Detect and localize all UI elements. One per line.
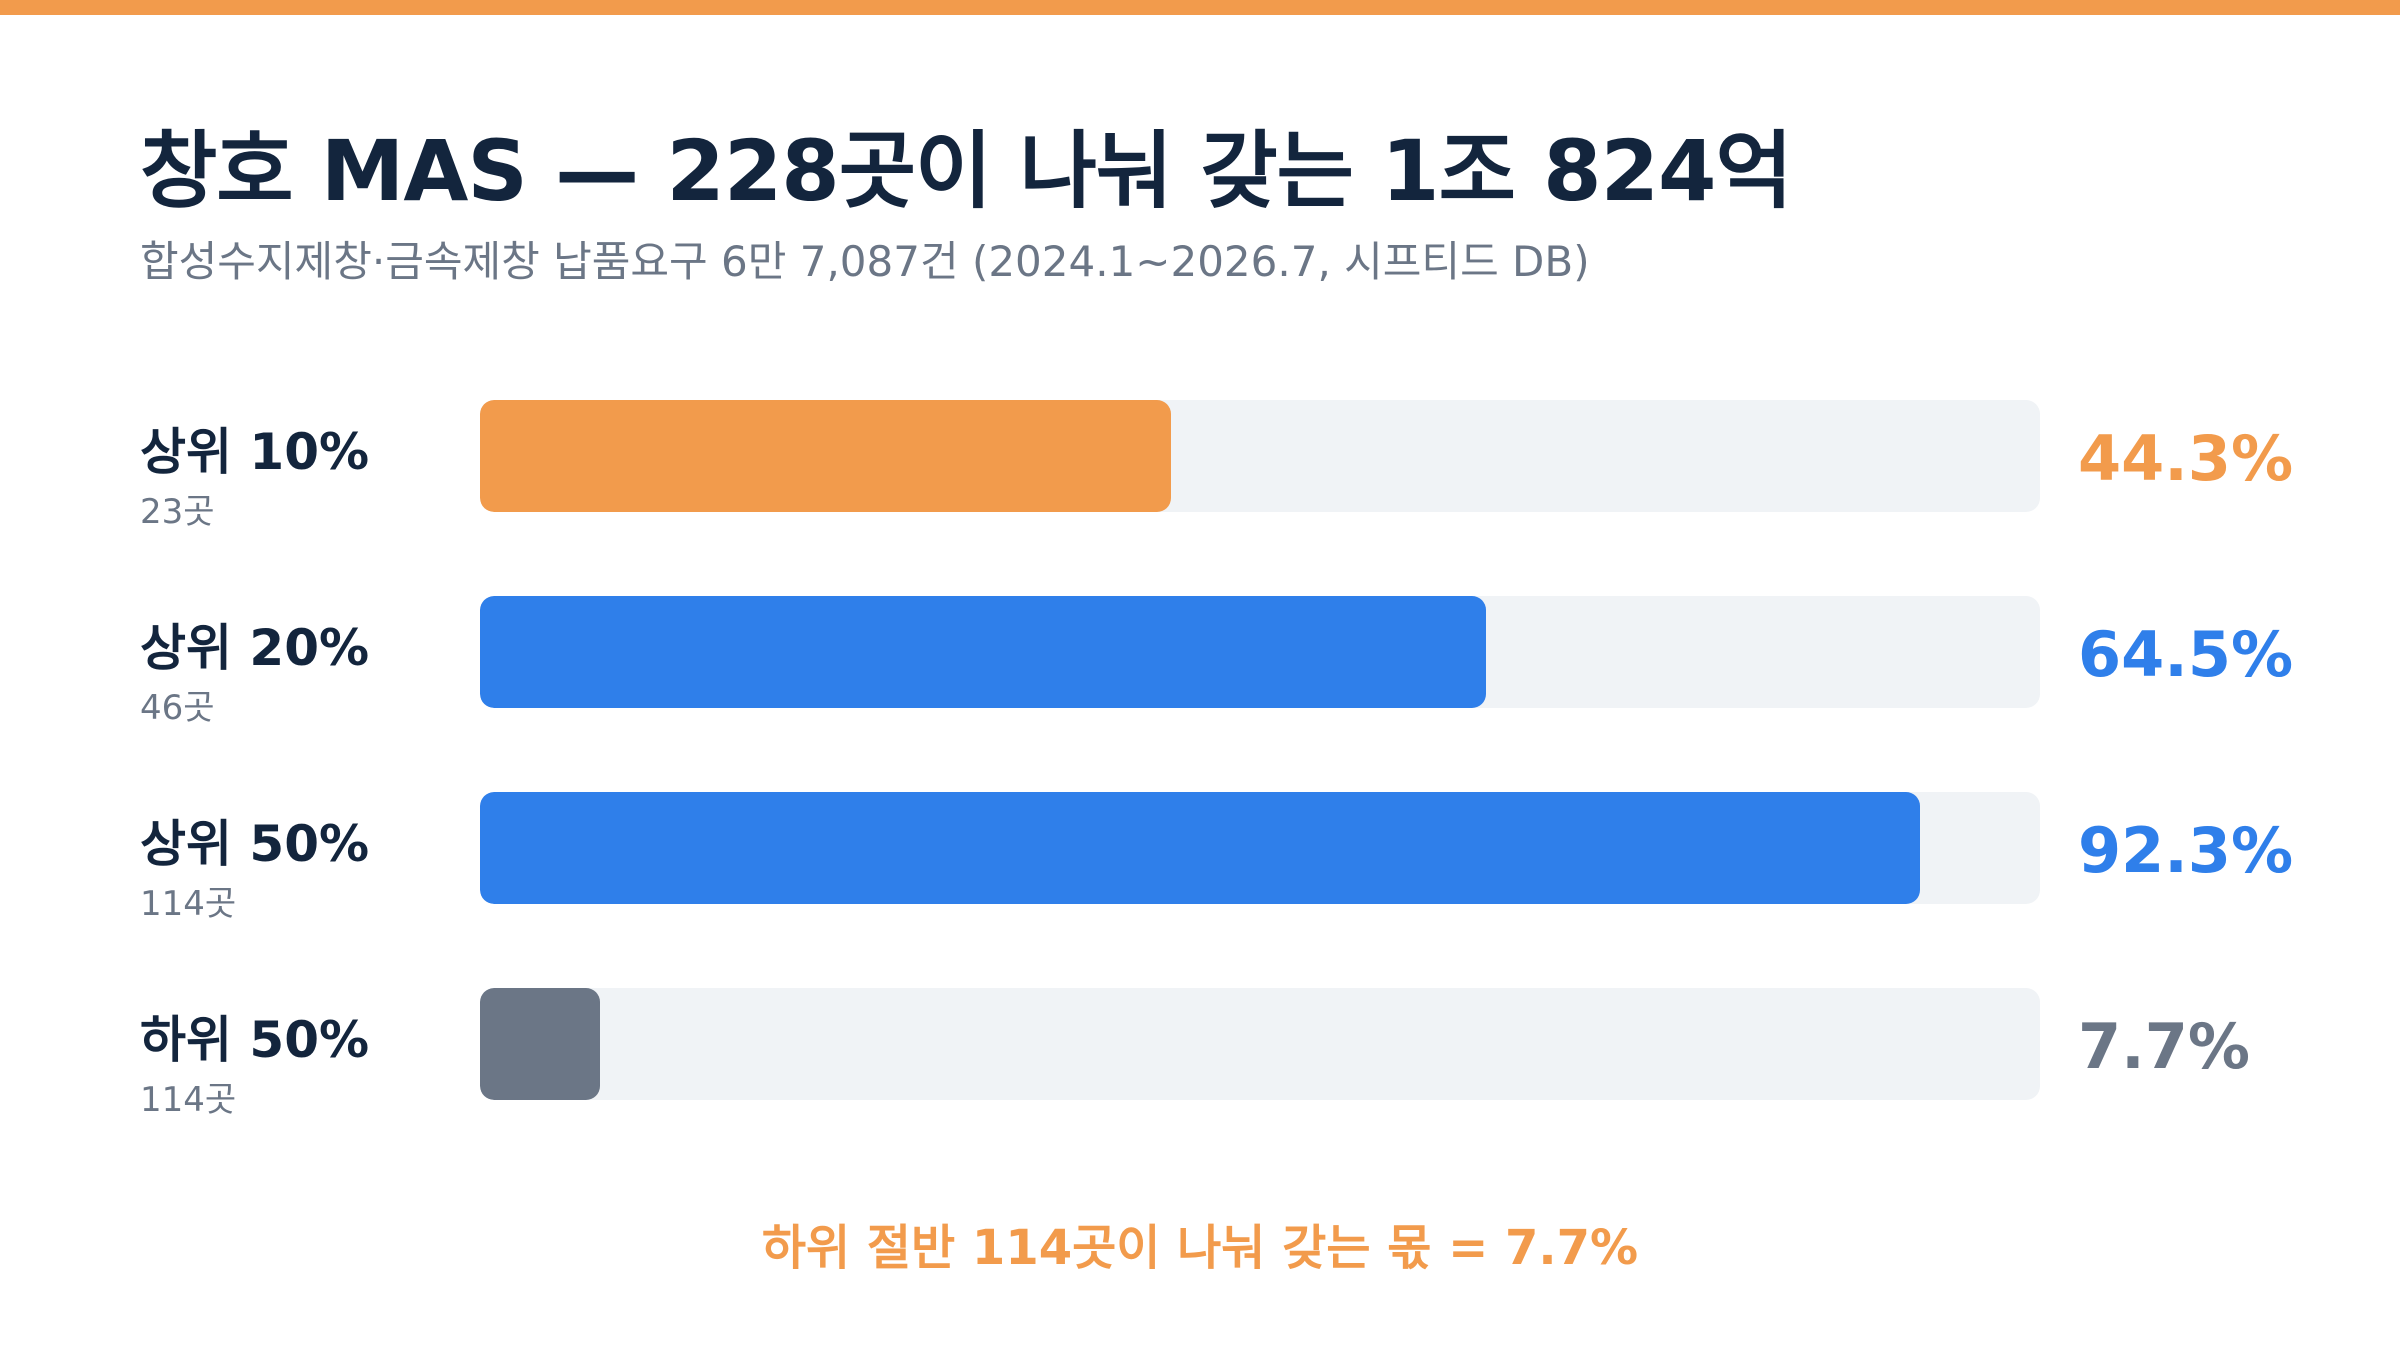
bar-row: 상위 50% 114곳 92.3% bbox=[0, 792, 2400, 962]
category-label: 상위 20% bbox=[140, 619, 370, 677]
value-label: 64.5% bbox=[2078, 618, 2294, 691]
category-count: 23곳 bbox=[140, 492, 215, 532]
chart-subtitle: 합성수지제창·금속제창 납품요구 6만 7,087건 (2024.1~2026.… bbox=[140, 237, 1590, 286]
bar-track bbox=[480, 596, 2040, 708]
bar-track bbox=[480, 988, 2040, 1100]
bar-row: 상위 10% 23곳 44.3% bbox=[0, 400, 2400, 570]
category-label: 상위 50% bbox=[140, 815, 370, 873]
value-label: 92.3% bbox=[2078, 814, 2294, 887]
category-count: 46곳 bbox=[140, 688, 215, 728]
bar-track bbox=[480, 792, 2040, 904]
category-label: 하위 50% bbox=[140, 1011, 370, 1069]
bar bbox=[480, 400, 1171, 512]
top-accent-bar bbox=[0, 0, 2400, 15]
bar bbox=[480, 596, 1486, 708]
category-label: 상위 10% bbox=[140, 423, 370, 481]
bar-track bbox=[480, 400, 2040, 512]
bar-row: 상위 20% 46곳 64.5% bbox=[0, 596, 2400, 766]
category-count: 114곳 bbox=[140, 884, 237, 924]
value-label: 44.3% bbox=[2078, 422, 2294, 495]
bar bbox=[480, 792, 1920, 904]
value-label: 7.7% bbox=[2078, 1010, 2250, 1083]
bar-row: 하위 50% 114곳 7.7% bbox=[0, 988, 2400, 1158]
bar bbox=[480, 988, 600, 1100]
category-count: 114곳 bbox=[140, 1080, 237, 1120]
chart-title: 창호 MAS — 228곳이 나눠 갖는 1조 824억 bbox=[140, 122, 1793, 220]
chart-footnote: 하위 절반 114곳이 나눠 갖는 몫 = 7.7% bbox=[761, 1220, 1639, 1276]
